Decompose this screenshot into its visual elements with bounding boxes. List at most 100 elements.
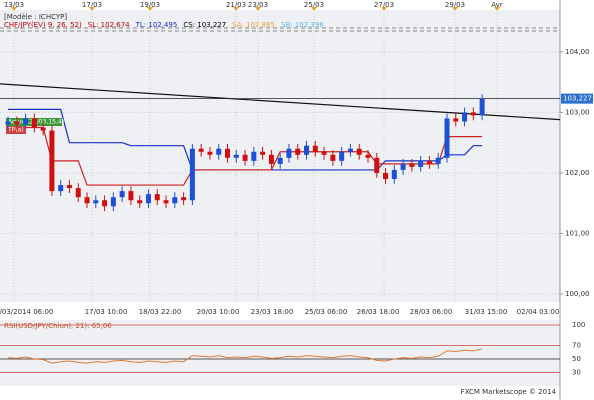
time-marker [11,7,17,11]
candle-body [383,172,389,180]
candle-body [225,148,230,158]
top-date-label: 29/03 [445,1,465,9]
candle-body [137,200,143,204]
candle-body [40,127,46,131]
legend-entry: SB: 102,396 [281,21,324,29]
candle-body [128,191,134,201]
time-marker [381,7,387,11]
candle-body [268,154,274,164]
rsi-area [0,320,560,386]
y-tick-label: 101,00 [565,230,590,238]
candle-body [110,197,116,207]
candle-body [479,98,485,116]
candle-body [198,148,204,152]
candle-body [374,157,380,173]
candle-body [93,200,99,204]
top-date-label: 25/03 [304,1,324,9]
rsi-tick-label: 70 [572,341,581,349]
candle-body [5,121,11,125]
rsi-tick-label: 30 [572,369,581,377]
legend-entry: CS: 103,227 [183,21,226,29]
candle-body [181,197,187,201]
candle-body [418,160,424,167]
candle-body [462,112,468,122]
bottom-date-label: 20/03 10:00 [197,308,240,316]
y-tick-label: 100,00 [565,290,590,298]
candle-body [84,197,90,204]
legend-entry: CHF/JPY(EV) 9, 26, 52) [4,21,82,29]
candle-body [102,200,108,207]
candle-body [189,148,195,201]
candle-body [409,163,415,167]
candle-body [339,151,345,161]
candle-body [365,154,371,158]
top-date-label: 13/03 [4,1,24,9]
candle-body [277,157,283,164]
candle-body [233,154,239,158]
candle-body [66,185,72,189]
bottom-date-label: 28/03 06:00 [410,308,453,316]
candle-body [470,112,476,116]
candle-body [75,188,81,198]
legend-entry: TL: 102,495 [135,21,178,29]
time-marker [311,7,317,11]
rsi-title: RSI(USD/JPY/Chiun), 21): 65,06 [4,322,112,330]
y-tick-label: 103,00 [565,108,590,116]
top-date-label: 27/03 [374,1,394,9]
y-tick-label: 102,00 [565,169,590,177]
candle-body [31,118,37,128]
top-date-label: Avr [491,1,503,9]
candle-body [163,200,169,204]
time-marker [233,7,239,11]
rsi-tick-label: 50 [572,355,581,363]
candle-body [312,145,318,152]
top-date-label: 23/03 [248,1,268,9]
candle-body [58,185,64,192]
candle-body [330,154,336,161]
last-price-label: 103,227 [563,95,592,103]
time-marker [147,7,153,11]
candle-body [286,148,292,158]
time-marker [452,7,458,11]
candle-body [172,197,178,204]
footer: FXCM Marketscope © 2014 [461,388,557,396]
annotation: TP(a) [7,127,24,134]
candle-body [207,151,213,155]
candle-body [145,194,151,204]
candle-body [154,194,160,201]
time-marker [255,7,261,11]
bottom-date-label: 02/04 03:00 [517,308,560,316]
legend-entry: SA: 102,885 [232,21,275,29]
candle-body [453,118,459,122]
bottom-date-label: 17/03 10:00 [85,308,128,316]
time-marker [494,7,500,11]
candle-body [295,148,301,155]
candle-body [242,154,248,161]
top-date-label: 17/03 [82,1,102,9]
candle-body [321,151,327,155]
annotation-box [6,126,26,134]
candle-body [260,151,266,155]
candle-body [119,191,125,198]
rsi-tick-label: 100 [572,321,585,329]
bottom-date-label: 25/03 06:00 [305,308,348,316]
rsi-line [7,348,483,364]
bottom-date-label: 31/03 15:00 [465,308,508,316]
candle-body [400,163,406,170]
y-tick-label: 104,00 [565,48,590,56]
bottom-date-label: 26/03 18:00 [357,308,400,316]
time-marker [89,7,95,11]
candle-body [435,157,441,164]
model-label: [Modèle : ICHCYP] [4,13,67,21]
bottom-date-label: 12/03/2014 06:00 [0,308,53,316]
candle-body [251,151,257,161]
legend-entry: SL: 102,674 [88,21,130,29]
bottom-date-label: 23/03 18:00 [251,308,294,316]
top-date-label: 21/03 [226,1,246,9]
top-date-label: 19/03 [140,1,160,9]
candle-body [391,169,397,180]
candle-body [444,118,450,158]
candle-body [49,130,55,192]
candle-body [14,121,20,125]
